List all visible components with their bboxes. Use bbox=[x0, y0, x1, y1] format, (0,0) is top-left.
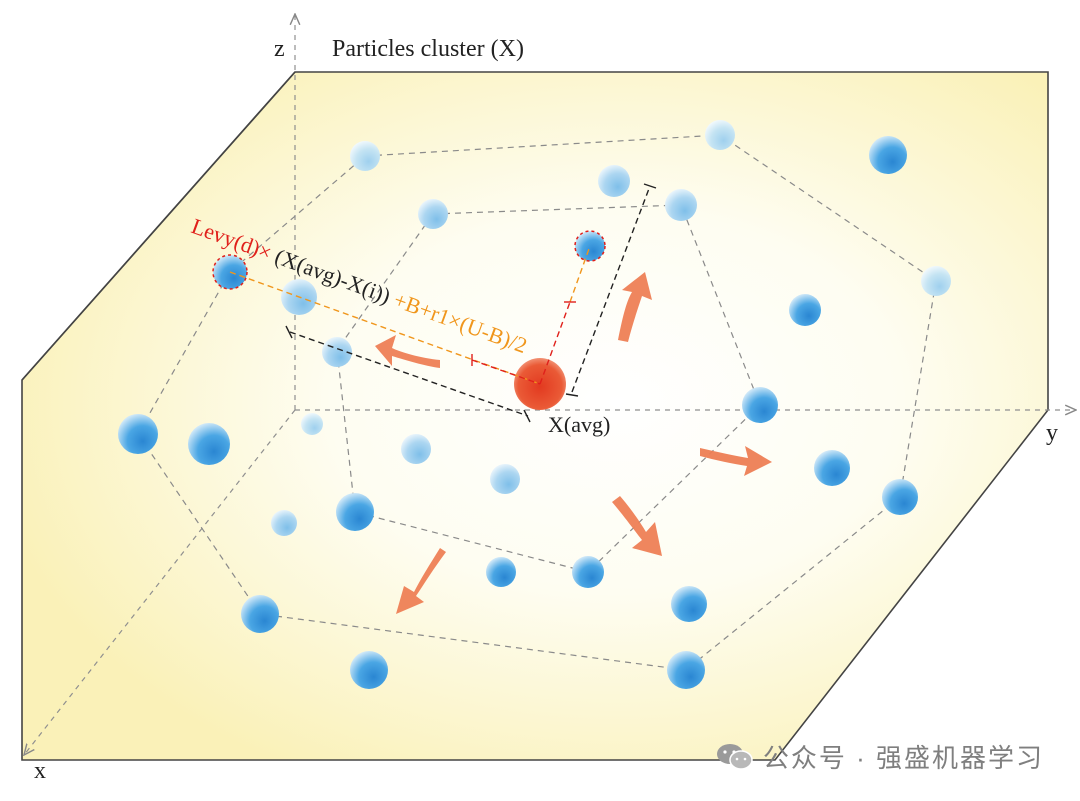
arrow-left bbox=[375, 335, 440, 368]
particle bbox=[490, 464, 520, 494]
particle bbox=[921, 266, 951, 296]
black-distance-line bbox=[289, 331, 529, 417]
particle bbox=[869, 136, 907, 174]
measurement-lines bbox=[229, 185, 651, 417]
particle bbox=[742, 387, 778, 423]
red-vector-line bbox=[471, 359, 541, 385]
tick bbox=[565, 393, 579, 397]
arrow-down-right bbox=[612, 496, 662, 556]
z-axis-label: z bbox=[274, 36, 285, 62]
particle bbox=[301, 413, 323, 435]
axes bbox=[24, 14, 1076, 755]
particle bbox=[401, 434, 431, 464]
red-vertical-line bbox=[539, 301, 571, 385]
measurement-marks bbox=[471, 301, 576, 366]
measurement-ticks bbox=[285, 183, 657, 423]
center-label: X(avg) bbox=[548, 412, 610, 437]
particle bbox=[271, 510, 297, 536]
particle bbox=[667, 651, 705, 689]
diagram-title: Particles cluster (X) bbox=[332, 36, 524, 62]
particle bbox=[572, 556, 604, 588]
arrow-down-left bbox=[396, 548, 446, 614]
tick bbox=[523, 409, 531, 423]
particle bbox=[418, 199, 448, 229]
particle bbox=[322, 337, 352, 367]
cluster-volume bbox=[21, 71, 1049, 761]
motion-arrows bbox=[375, 272, 772, 614]
watermark: 公众号 · 强盛机器学习 bbox=[715, 738, 1044, 775]
arrow-up bbox=[618, 272, 652, 342]
particle bbox=[882, 479, 918, 515]
particle bbox=[350, 141, 380, 171]
x-axis-label: x bbox=[34, 758, 46, 784]
particle bbox=[486, 557, 516, 587]
black-vertical-line bbox=[571, 185, 651, 393]
particle bbox=[350, 651, 388, 689]
outer-ring bbox=[137, 134, 937, 671]
particle bbox=[118, 414, 158, 454]
cluster-outlines bbox=[137, 134, 937, 671]
particles bbox=[118, 120, 951, 689]
particle bbox=[598, 165, 630, 197]
particle bbox=[336, 493, 374, 531]
particle bbox=[789, 294, 821, 326]
target-particle bbox=[574, 230, 606, 262]
wechat-icon bbox=[716, 743, 753, 770]
particle bbox=[665, 189, 697, 221]
box-inner-edge bbox=[21, 71, 296, 381]
particle bbox=[705, 120, 735, 150]
watermark-text: 公众号 · 强盛机器学习 bbox=[762, 743, 1044, 773]
x-axis bbox=[24, 409, 296, 755]
particle bbox=[814, 450, 850, 486]
tick bbox=[643, 183, 657, 189]
arrow-right bbox=[700, 446, 772, 476]
orange-vector-line bbox=[229, 271, 541, 385]
y-axis-label: y bbox=[1046, 420, 1058, 446]
particle bbox=[671, 586, 707, 622]
particle bbox=[188, 423, 230, 465]
tick bbox=[285, 325, 293, 339]
particle bbox=[241, 595, 279, 633]
